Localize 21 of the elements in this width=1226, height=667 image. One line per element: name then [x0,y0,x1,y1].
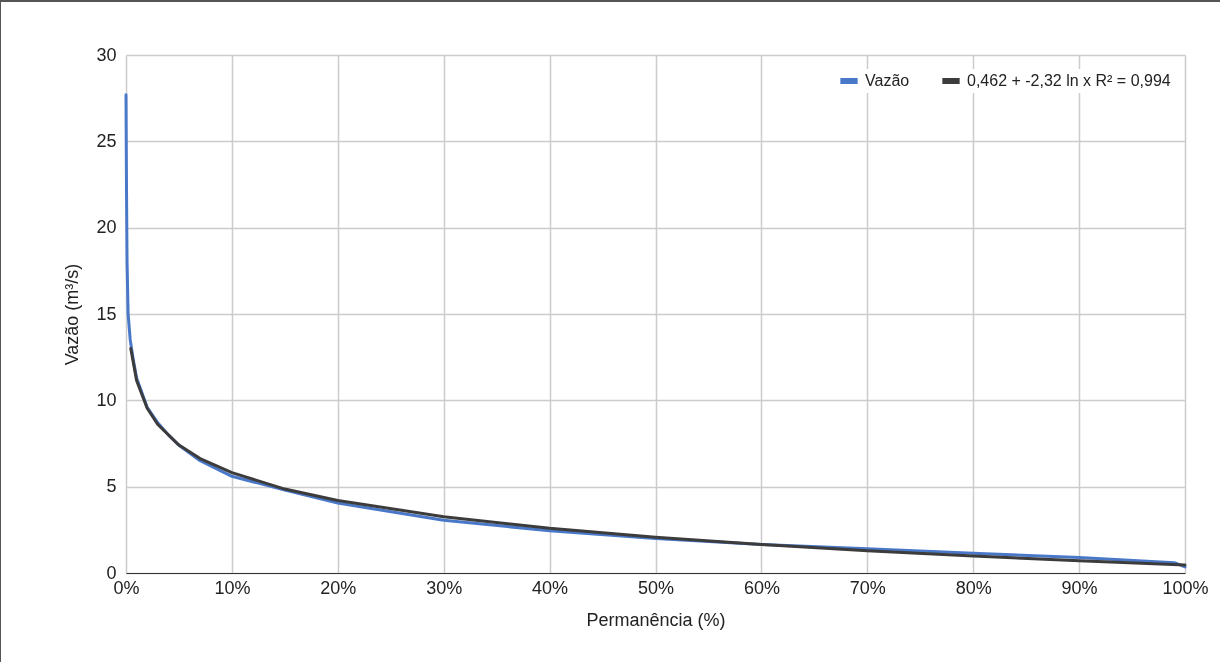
x-axis-title: Permanência (%) [586,609,726,630]
x-tick-label: 10% [214,577,251,598]
x-tick-label: 20% [320,577,357,598]
y-tick-label: 10 [96,389,117,410]
x-tick-label: 40% [532,577,569,598]
line-series [129,347,1187,567]
x-tick-label: 60% [743,577,780,598]
y-tick-label: 30 [96,44,117,65]
x-tick-label: 50% [637,577,675,598]
x-tick-label: 70% [849,577,886,598]
x-tick-label: 30% [426,577,463,598]
y-tick-label: 25 [96,130,117,151]
legend-label: 0,462 + -2,32 ln x R² = 0,994 [967,72,1171,89]
y-axis-title: Vazão (m³/s) [62,263,83,366]
y-tick-label: 15 [96,303,117,324]
y-tick-label: 5 [106,476,117,497]
x-tick-label: 100% [1162,577,1209,598]
x-tick-label: 80% [955,577,992,598]
y-tick-label: 20 [96,217,117,238]
x-tick-label: 90% [1061,577,1098,598]
legend-label: Vazão [865,72,910,89]
